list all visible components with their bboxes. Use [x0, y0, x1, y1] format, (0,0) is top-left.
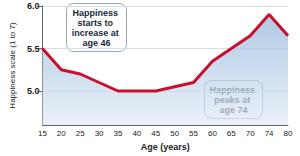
svg-text:35: 35: [114, 129, 123, 138]
svg-text:starts to: starts to: [77, 18, 115, 28]
svg-text:age 46: age 46: [82, 38, 110, 48]
svg-text:increase at: increase at: [72, 28, 122, 38]
svg-text:55: 55: [189, 129, 198, 138]
svg-text:5.0: 5.0: [27, 86, 40, 96]
svg-text:5.5: 5.5: [27, 44, 40, 54]
svg-text:25: 25: [76, 129, 85, 138]
svg-text:30: 30: [95, 129, 104, 138]
svg-text:65: 65: [227, 129, 236, 138]
svg-text:6.0: 6.0: [27, 1, 40, 11]
svg-text:Age (years): Age (years): [141, 142, 190, 152]
svg-text:60: 60: [208, 129, 217, 138]
svg-text:50: 50: [170, 129, 179, 138]
svg-text:40: 40: [132, 129, 141, 138]
svg-text:80: 80: [284, 129, 293, 138]
svg-text:15: 15: [38, 129, 47, 138]
svg-text:74: 74: [265, 129, 274, 138]
svg-text:20: 20: [57, 129, 66, 138]
svg-text:Happiness scale (1 to 7): Happiness scale (1 to 7): [8, 22, 17, 109]
svg-text:45: 45: [151, 129, 160, 138]
svg-text:70: 70: [246, 129, 255, 138]
svg-text:Happiness: Happiness: [72, 8, 120, 18]
